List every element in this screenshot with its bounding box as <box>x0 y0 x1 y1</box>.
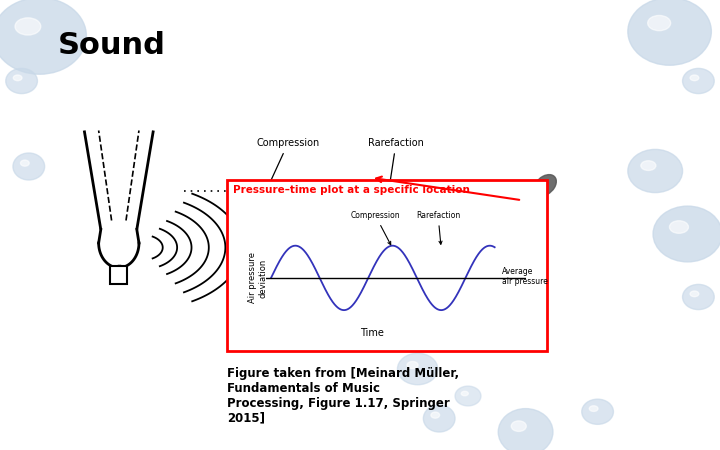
Bar <box>227 180 547 351</box>
Text: Compression: Compression <box>256 138 320 187</box>
Ellipse shape <box>455 386 481 406</box>
Text: Pressure–time plot at a specific location: Pressure–time plot at a specific locatio… <box>233 185 469 195</box>
Text: Time: Time <box>360 328 384 338</box>
Ellipse shape <box>20 160 30 166</box>
Ellipse shape <box>407 361 418 369</box>
FancyBboxPatch shape <box>110 266 127 284</box>
Text: Rarefaction: Rarefaction <box>368 138 424 186</box>
Ellipse shape <box>683 68 714 94</box>
Ellipse shape <box>15 18 41 35</box>
Ellipse shape <box>431 412 440 418</box>
Ellipse shape <box>511 421 526 432</box>
Ellipse shape <box>6 68 37 94</box>
Ellipse shape <box>0 0 86 74</box>
Text: Air pressure
deviation: Air pressure deviation <box>248 252 267 303</box>
Text: Rarefaction: Rarefaction <box>416 212 460 244</box>
Ellipse shape <box>683 284 714 310</box>
Ellipse shape <box>397 353 438 385</box>
Text: Average
air pressure: Average air pressure <box>503 266 548 286</box>
Ellipse shape <box>628 0 711 65</box>
Ellipse shape <box>670 221 688 233</box>
Text: Figure taken from [Meinard Müller,
Fundamentals of Music
Processing, Figure 1.17: Figure taken from [Meinard Müller, Funda… <box>227 367 459 425</box>
Text: Sound: Sound <box>58 32 166 60</box>
Ellipse shape <box>498 409 553 450</box>
Ellipse shape <box>423 405 455 432</box>
Ellipse shape <box>648 15 670 31</box>
Ellipse shape <box>589 406 598 411</box>
Ellipse shape <box>653 206 720 262</box>
Ellipse shape <box>462 392 468 396</box>
Ellipse shape <box>628 149 683 193</box>
Ellipse shape <box>582 399 613 424</box>
Ellipse shape <box>690 291 699 297</box>
Ellipse shape <box>641 161 656 171</box>
Ellipse shape <box>13 75 22 81</box>
Ellipse shape <box>690 75 699 81</box>
Text: Compression: Compression <box>351 212 400 245</box>
Ellipse shape <box>13 153 45 180</box>
Ellipse shape <box>534 175 557 196</box>
